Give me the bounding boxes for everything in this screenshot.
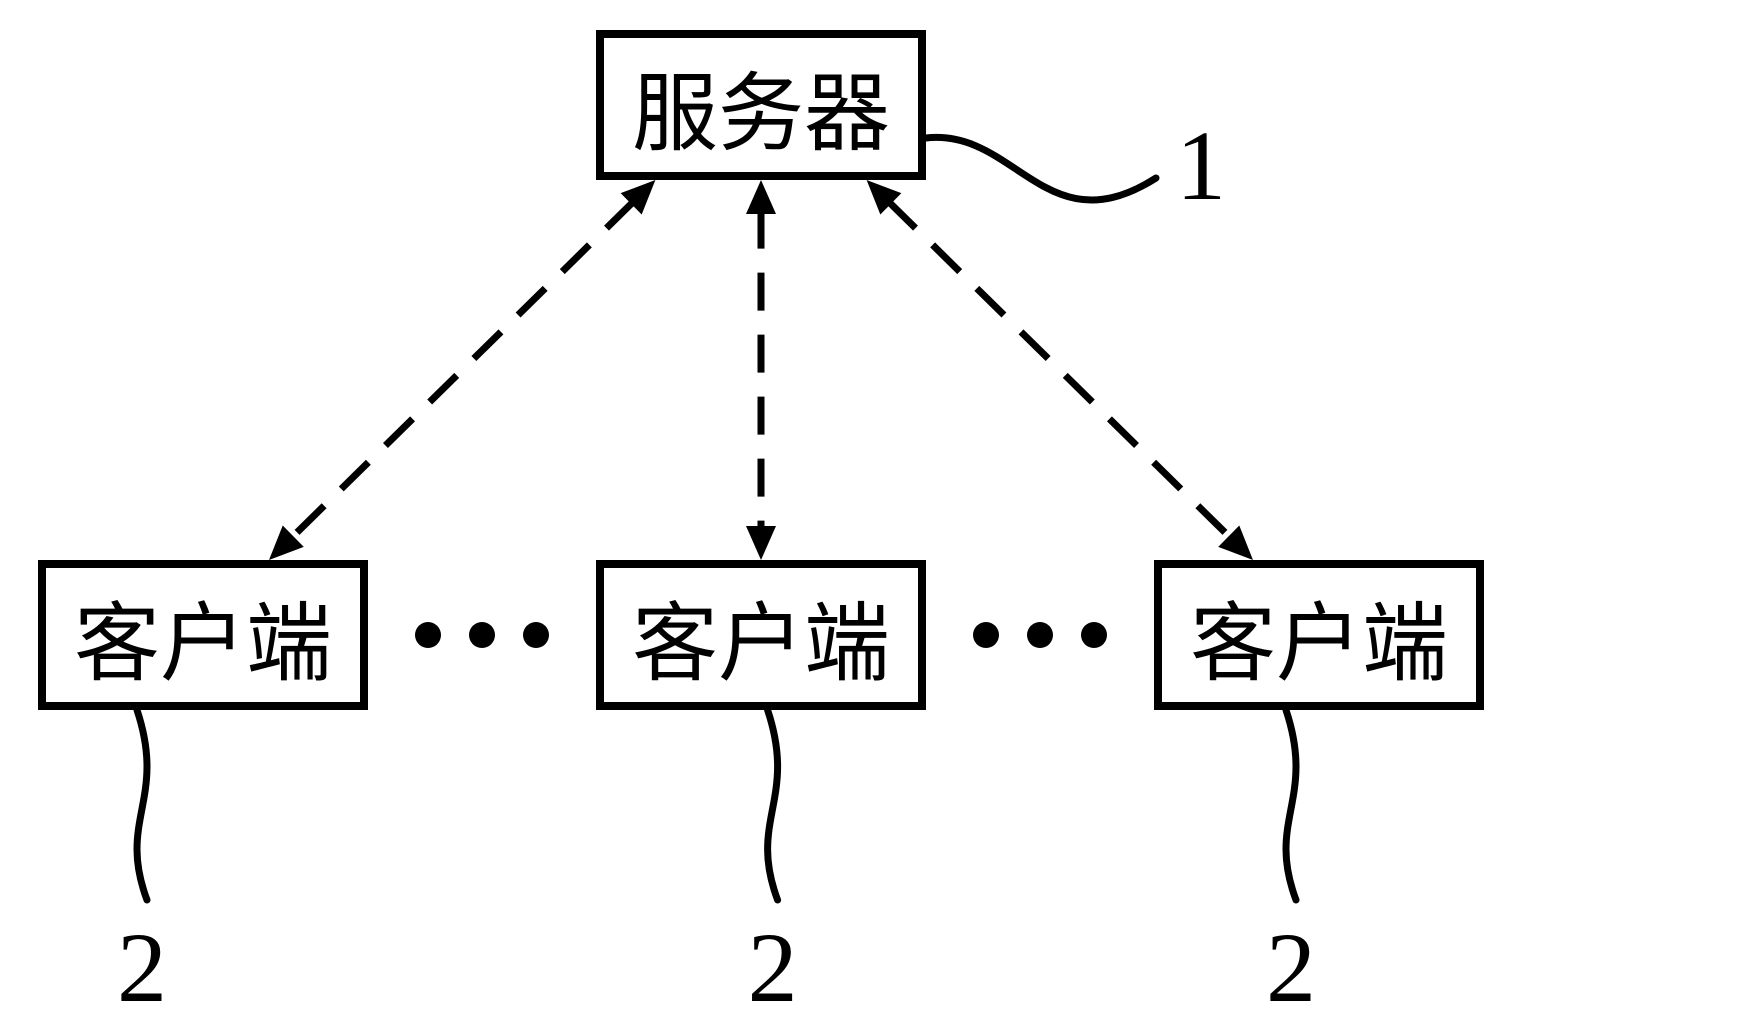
node-label: 客户端 — [632, 573, 890, 698]
node-label: 服务器 — [632, 43, 890, 168]
ellipsis-dot — [1027, 622, 1053, 648]
node-label: 客户端 — [1190, 573, 1448, 698]
ellipsis-dot — [469, 622, 495, 648]
node-client3: 客户端 — [1154, 560, 1484, 710]
ellipsis-dot — [973, 622, 999, 648]
ellipsis-dot — [523, 622, 549, 648]
ellipsis-dot — [415, 622, 441, 648]
callout-label: 1 — [1176, 108, 1226, 223]
ellipsis-dot — [1081, 622, 1107, 648]
node-client2: 客户端 — [596, 560, 926, 710]
node-server: 服务器 — [596, 30, 926, 180]
node-label: 客户端 — [74, 573, 332, 698]
node-client1: 客户端 — [38, 560, 368, 710]
diagram-canvas: 服务器客户端客户端客户端1222 — [0, 0, 1744, 1008]
